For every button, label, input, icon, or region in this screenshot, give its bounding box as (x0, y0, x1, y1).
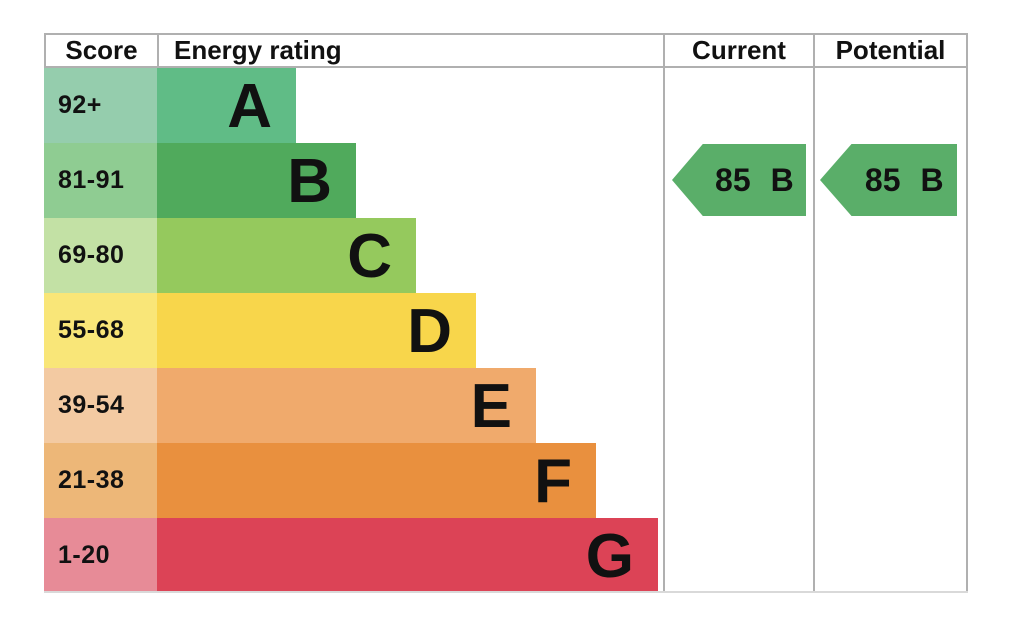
table-bottom-border (44, 591, 968, 593)
column-divider-current-left (663, 33, 665, 593)
header-energy-rating: Energy rating (157, 35, 663, 66)
rating-bar-e: E (157, 368, 536, 443)
potential-grade-value: B (920, 161, 944, 198)
score-range-c: 69-80 (44, 218, 157, 293)
rating-bar-a: A (157, 68, 296, 143)
current-rating-label: 85 B (703, 162, 806, 199)
header-potential: Potential (813, 35, 968, 66)
band-row-f: 21-38 F (44, 443, 968, 518)
score-range-g: 1-20 (44, 518, 157, 593)
score-range-a: 92+ (44, 68, 157, 143)
band-row-b: 81-91 B (44, 143, 968, 218)
epc-table: Score Energy rating Current Potential 92… (44, 33, 968, 593)
current-rating-arrow: 85 B (672, 144, 806, 216)
header-current: Current (663, 35, 813, 66)
band-row-a: 92+ A (44, 68, 968, 143)
column-divider-current-potential (813, 33, 815, 593)
column-divider-right-edge (966, 33, 968, 593)
band-row-c: 69-80 C (44, 218, 968, 293)
rating-letter-b: B (287, 146, 332, 216)
current-grade-value: B (770, 161, 794, 198)
header-score: Score (44, 35, 157, 66)
score-range-e: 39-54 (44, 368, 157, 443)
potential-score-value: 85 (864, 161, 901, 198)
rating-letter-d: D (407, 296, 452, 366)
rating-bar-g: G (157, 518, 658, 593)
score-range-d: 55-68 (44, 293, 157, 368)
rating-letter-e: E (470, 371, 512, 441)
rating-bar-f: F (157, 443, 596, 518)
rating-letter-a: A (227, 71, 272, 141)
band-row-g: 1-20 G (44, 518, 968, 593)
score-range-f: 21-38 (44, 443, 157, 518)
score-range-b: 81-91 (44, 143, 157, 218)
rating-bar-b: B (157, 143, 356, 218)
rating-letter-g: G (585, 521, 634, 591)
band-row-d: 55-68 D (44, 293, 968, 368)
band-row-e: 39-54 E (44, 368, 968, 443)
potential-rating-arrow: 85 B (820, 144, 957, 216)
potential-rating-label: 85 B (852, 162, 957, 199)
rating-letter-f: F (534, 446, 572, 516)
rating-bands: 92+ A 81-91 B 69-80 C 55-68 D (44, 68, 968, 593)
current-score-value: 85 (715, 161, 751, 198)
rating-letter-c: C (347, 221, 392, 291)
rating-bar-c: C (157, 218, 416, 293)
rating-bar-d: D (157, 293, 476, 368)
table-header-row: Score Energy rating Current Potential (44, 33, 968, 68)
